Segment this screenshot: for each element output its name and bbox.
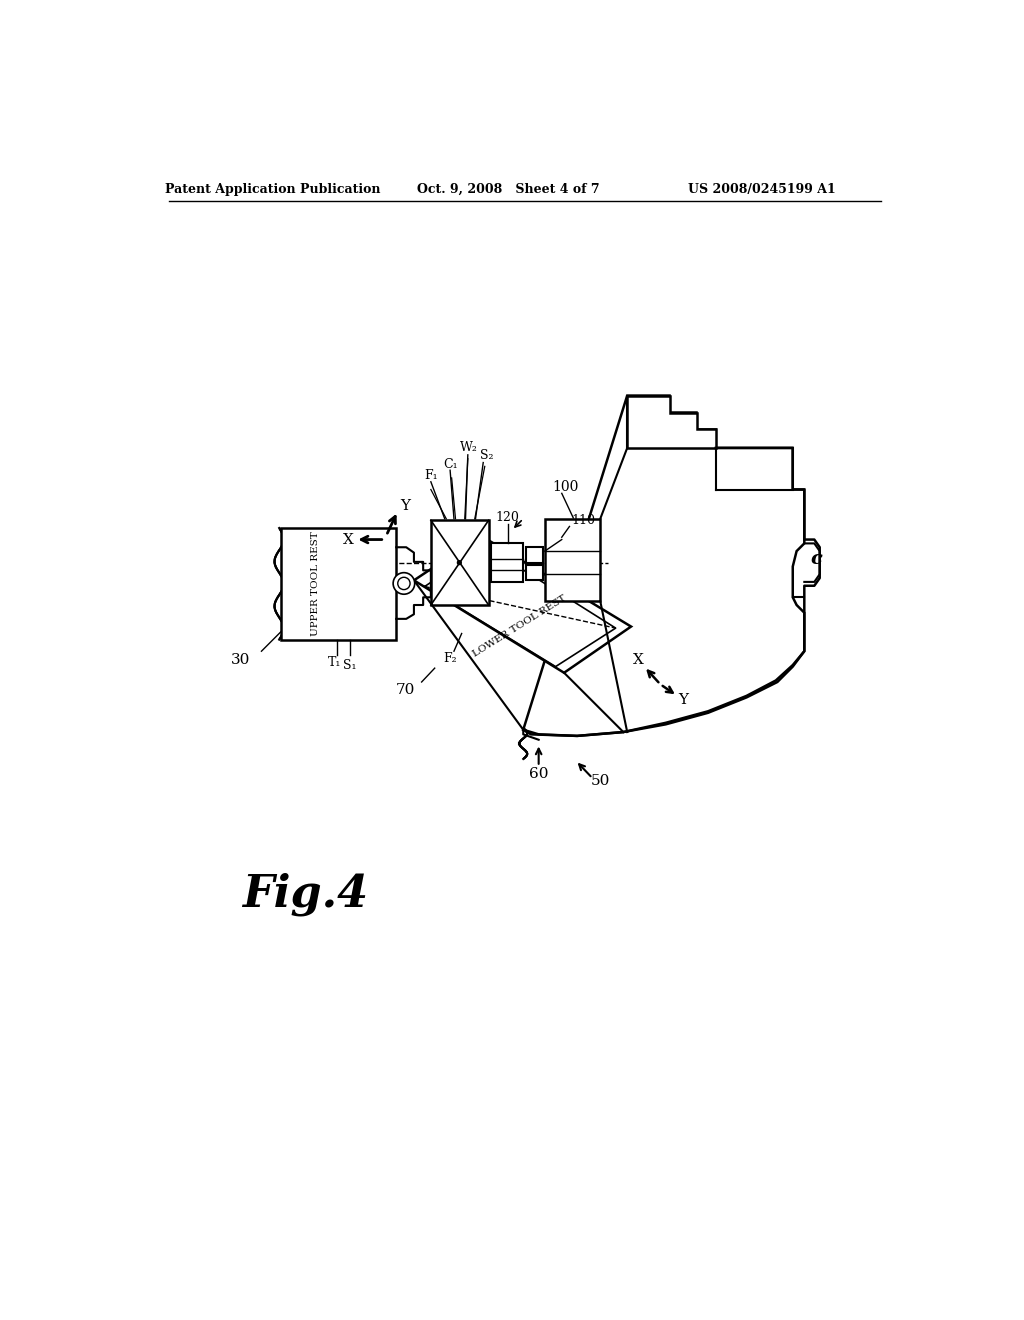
Polygon shape — [523, 396, 804, 737]
Polygon shape — [628, 396, 716, 447]
Polygon shape — [525, 565, 543, 581]
Text: X: X — [633, 653, 644, 668]
Text: F₁: F₁ — [424, 469, 437, 482]
Polygon shape — [525, 548, 543, 562]
Text: C₁: C₁ — [442, 458, 458, 471]
Circle shape — [458, 561, 461, 565]
Polygon shape — [281, 528, 396, 640]
Text: Y: Y — [679, 693, 688, 708]
Text: 100: 100 — [552, 480, 579, 494]
Text: Y: Y — [400, 499, 410, 513]
Polygon shape — [490, 544, 523, 582]
Text: 120: 120 — [496, 511, 520, 524]
Text: c: c — [810, 550, 822, 568]
Text: F₂: F₂ — [443, 652, 457, 665]
Text: X: X — [343, 532, 354, 546]
Polygon shape — [431, 520, 488, 605]
Text: W₂: W₂ — [461, 441, 478, 454]
Text: 60: 60 — [529, 767, 549, 781]
Text: S₂: S₂ — [479, 449, 493, 462]
Text: Fig.4: Fig.4 — [243, 873, 369, 916]
Text: S₁: S₁ — [343, 659, 356, 672]
Text: UPPER TOOL REST: UPPER TOOL REST — [311, 531, 319, 636]
Text: LOWER TOOL REST: LOWER TOOL REST — [471, 594, 567, 659]
Text: US 2008/0245199 A1: US 2008/0245199 A1 — [688, 182, 836, 195]
Polygon shape — [414, 536, 631, 673]
Text: 70: 70 — [396, 682, 416, 697]
Text: 30: 30 — [230, 653, 250, 668]
Circle shape — [393, 573, 415, 594]
Text: Patent Application Publication: Patent Application Publication — [165, 182, 381, 195]
Text: Oct. 9, 2008   Sheet 4 of 7: Oct. 9, 2008 Sheet 4 of 7 — [417, 182, 599, 195]
Text: T₁: T₁ — [328, 656, 341, 669]
Text: 110: 110 — [571, 513, 595, 527]
Text: 50: 50 — [591, 774, 610, 788]
Circle shape — [397, 577, 410, 590]
Polygon shape — [545, 519, 600, 601]
